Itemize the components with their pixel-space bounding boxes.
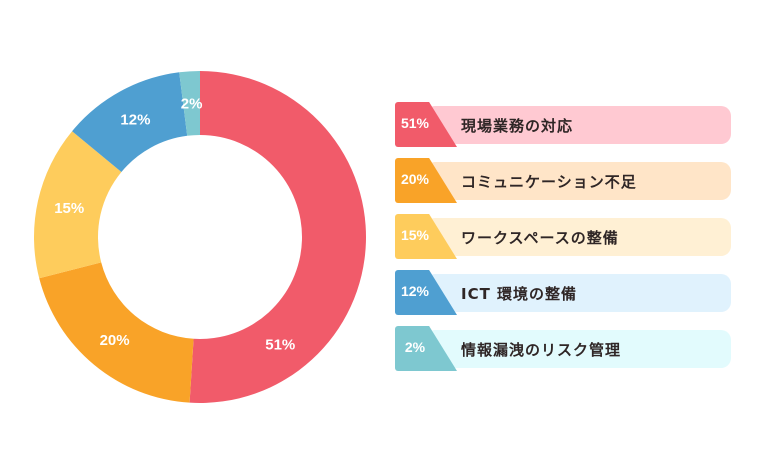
legend-label: ICT 環境の整備 (461, 285, 578, 303)
legend-value: 51% (400, 115, 430, 131)
legend-pill (425, 218, 731, 256)
legend-pill (425, 274, 731, 312)
legend-label: ワークスペースの整備 (461, 229, 619, 247)
slice-value-label: 20% (100, 332, 130, 349)
legend-pill (425, 330, 731, 368)
legend-pill (425, 106, 731, 144)
legend-item: 15% ワークスペースの整備 (395, 214, 731, 259)
legend-value: 20% (400, 171, 430, 187)
legend-label: コミュニケーション不足 (461, 173, 637, 191)
slice-value-label: 12% (120, 112, 150, 129)
donut-slice (179, 71, 200, 136)
legend: 51% 現場業務の対応 20% コミュニケーション不足 15% ワークスペースの… (395, 102, 731, 382)
legend-value: 15% (400, 227, 430, 243)
legend-item: 20% コミュニケーション不足 (395, 158, 731, 203)
legend-value: 2% (404, 339, 426, 355)
slice-value-label: 51% (265, 336, 295, 353)
donut-slice (33, 131, 122, 279)
donut-slice (189, 71, 367, 403)
legend-pill (425, 162, 731, 200)
donut-slice (39, 262, 194, 403)
legend-value: 12% (400, 283, 430, 299)
legend-label: 情報漏洩のリスク管理 (461, 341, 622, 359)
donut-chart: 51% 20% 15% 12% 2% (33, 71, 367, 403)
legend-item: 2% 情報漏洩のリスク管理 (395, 326, 731, 371)
legend-item: 51% 現場業務の対応 (395, 102, 731, 147)
donut-slice (72, 72, 188, 172)
slice-value-label: 15% (54, 200, 84, 217)
slice-value-label: 2% (181, 95, 203, 112)
legend-label: 現場業務の対応 (461, 117, 574, 135)
legend-item: 12% ICT 環境の整備 (395, 270, 731, 315)
